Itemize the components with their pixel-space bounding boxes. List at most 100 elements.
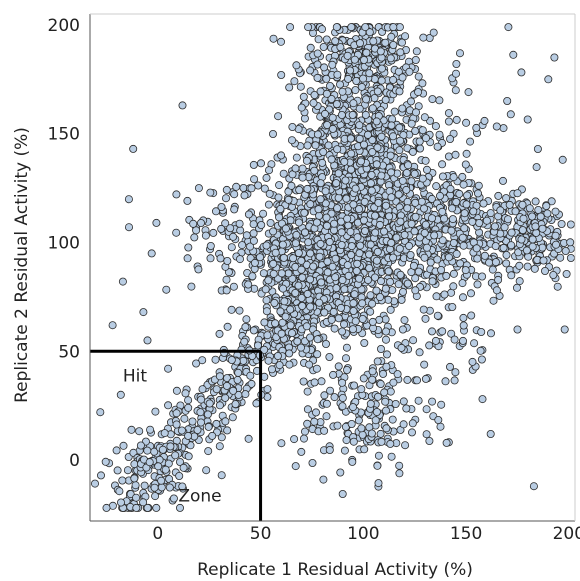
data-point: [393, 370, 402, 379]
data-point: [372, 117, 381, 126]
data-point: [302, 156, 311, 165]
data-point: [217, 471, 226, 480]
data-point: [386, 151, 395, 160]
data-point: [522, 246, 531, 255]
data-point: [458, 279, 467, 288]
data-point: [355, 134, 364, 143]
data-point: [346, 134, 355, 143]
data-point: [338, 402, 347, 411]
data-point: [331, 37, 340, 46]
data-point: [264, 166, 273, 175]
data-point: [348, 403, 357, 412]
data-point: [389, 378, 398, 387]
data-point: [287, 329, 296, 338]
data-point: [403, 204, 412, 213]
x-tick-label: 50: [250, 524, 272, 544]
data-point: [534, 205, 543, 214]
data-point: [377, 132, 386, 141]
data-point: [367, 429, 376, 438]
data-point: [361, 110, 370, 119]
data-point: [152, 503, 161, 512]
data-point: [143, 446, 152, 455]
data-point: [300, 208, 309, 217]
data-point: [355, 274, 364, 283]
data-point: [365, 264, 374, 273]
data-point: [341, 354, 350, 363]
data-point: [376, 47, 385, 56]
data-point: [415, 348, 424, 357]
data-point: [458, 172, 467, 181]
data-point: [349, 306, 358, 315]
data-point: [118, 476, 127, 485]
data-point: [342, 194, 351, 203]
data-point: [266, 218, 275, 227]
data-point: [221, 417, 230, 426]
data-point: [432, 292, 441, 301]
data-point: [390, 107, 399, 116]
data-point: [462, 149, 471, 158]
data-point: [337, 240, 346, 249]
data-point: [286, 23, 295, 32]
data-point: [249, 326, 258, 335]
y-tick-label: 50: [58, 342, 80, 362]
data-point: [425, 341, 434, 350]
data-point: [376, 379, 385, 388]
x-tick-label: 100: [347, 524, 379, 544]
data-point: [395, 461, 404, 470]
data-point: [184, 452, 193, 461]
data-point: [372, 286, 381, 295]
data-point: [347, 242, 356, 251]
data-point: [490, 222, 499, 231]
data-point: [386, 439, 395, 448]
data-point: [306, 66, 315, 75]
data-point: [91, 479, 100, 488]
data-point: [384, 267, 393, 276]
data-point: [367, 170, 376, 179]
data-point: [329, 370, 338, 379]
data-point: [388, 286, 397, 295]
data-point: [398, 287, 407, 296]
data-point: [116, 390, 125, 399]
data-point: [300, 228, 309, 237]
data-point: [441, 377, 450, 386]
data-point: [304, 23, 313, 32]
data-point: [533, 144, 542, 153]
data-point: [297, 103, 306, 112]
data-point: [325, 352, 334, 361]
data-point: [253, 341, 262, 350]
data-point: [500, 223, 509, 232]
data-point: [342, 365, 351, 374]
data-point: [440, 290, 449, 299]
data-point: [523, 115, 532, 124]
data-point: [316, 179, 325, 188]
y-tick-label: 100: [48, 233, 80, 253]
data-point: [462, 118, 471, 127]
data-point: [227, 243, 236, 252]
data-point: [313, 350, 322, 359]
data-point: [436, 422, 445, 431]
data-point: [244, 434, 253, 443]
data-point: [333, 145, 342, 154]
data-point: [244, 210, 253, 219]
data-point: [408, 419, 417, 428]
data-point: [381, 284, 390, 293]
data-point: [373, 357, 382, 366]
data-point: [438, 207, 447, 216]
data-point: [406, 97, 415, 106]
data-point: [438, 327, 447, 336]
data-point: [238, 241, 247, 250]
data-point: [482, 216, 491, 225]
data-point: [459, 321, 468, 330]
data-point: [377, 76, 386, 85]
data-point: [310, 166, 319, 175]
data-point: [502, 259, 511, 268]
data-point: [412, 47, 421, 56]
data-point: [290, 435, 299, 444]
data-point: [562, 269, 571, 278]
data-point: [438, 172, 447, 181]
data-point: [551, 231, 560, 240]
data-point: [368, 148, 377, 157]
data-point: [313, 335, 322, 344]
data-point: [523, 262, 532, 271]
data-point: [397, 343, 406, 352]
